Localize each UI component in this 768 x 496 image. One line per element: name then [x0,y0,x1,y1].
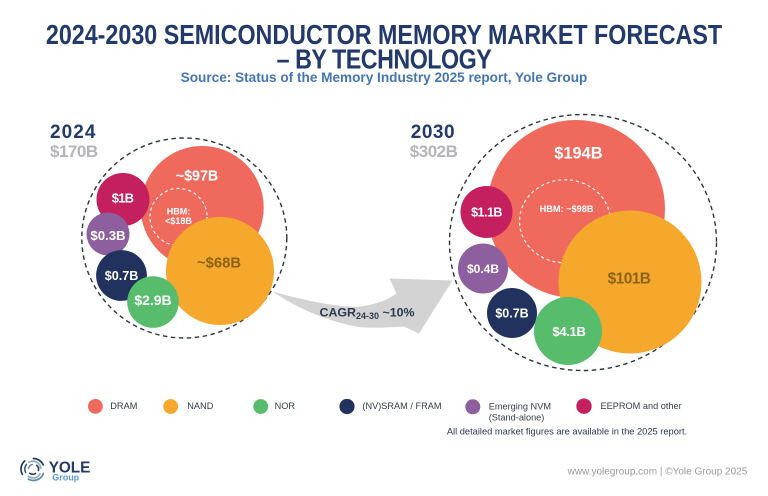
svg-text:$194B: $194B [554,145,602,163]
svg-text:<$18B: <$18B [165,216,192,226]
svg-text:$1.1B: $1.1B [471,206,502,220]
svg-text:DRAM: DRAM [110,401,137,411]
svg-text:~$68B: ~$68B [197,256,241,272]
svg-text:$0.3B: $0.3B [90,228,125,243]
svg-text:EEPROM and other: EEPROM and other [601,401,682,411]
svg-text:2030: 2030 [411,122,455,143]
svg-text:$0.7B: $0.7B [495,307,528,321]
svg-text:(Stand-alone): (Stand-alone) [489,413,545,423]
svg-text:$170B: $170B [50,142,98,161]
svg-text:HBM:: HBM: [167,207,191,217]
svg-text:Group: Group [52,473,79,483]
svg-text:$2.9B: $2.9B [134,292,171,308]
svg-text:$101B: $101B [608,271,651,288]
svg-text:NAND: NAND [187,401,213,411]
svg-text:2024: 2024 [50,122,96,143]
svg-text:$302B: $302B [410,142,458,161]
svg-text:2024-2030 SEMICONDUCTOR MEMORY: 2024-2030 SEMICONDUCTOR MEMORY MARKET FO… [46,20,722,50]
svg-text:$1B: $1B [112,191,134,206]
svg-text:Source: Status of the Memory I: Source: Status of the Memory Industry 20… [181,70,588,85]
svg-text:CAGR24-30 ~10%: CAGR24-30 ~10% [320,306,415,321]
svg-text:– BY TECHNOLOGY: – BY TECHNOLOGY [277,44,492,74]
svg-text:HBM: ~$98B: HBM: ~$98B [540,204,594,214]
svg-text:Emerging NVM: Emerging NVM [489,402,551,412]
svg-text:$4.1B: $4.1B [552,324,585,339]
svg-text:$0.7B: $0.7B [105,269,139,283]
svg-text:$0.4B: $0.4B [467,262,499,276]
svg-text:(NV)SRAM / FRAM: (NV)SRAM / FRAM [362,401,441,411]
svg-text:www.yolegroup.com | ©Yole Grou: www.yolegroup.com | ©Yole Group 2025 [567,467,748,478]
svg-text:YOLE: YOLE [49,460,91,477]
svg-text:~$97B: ~$97B [176,169,219,185]
svg-text:NOR: NOR [275,401,296,411]
svg-text:All detailed market figures ar: All detailed market figures are availabl… [447,427,687,437]
